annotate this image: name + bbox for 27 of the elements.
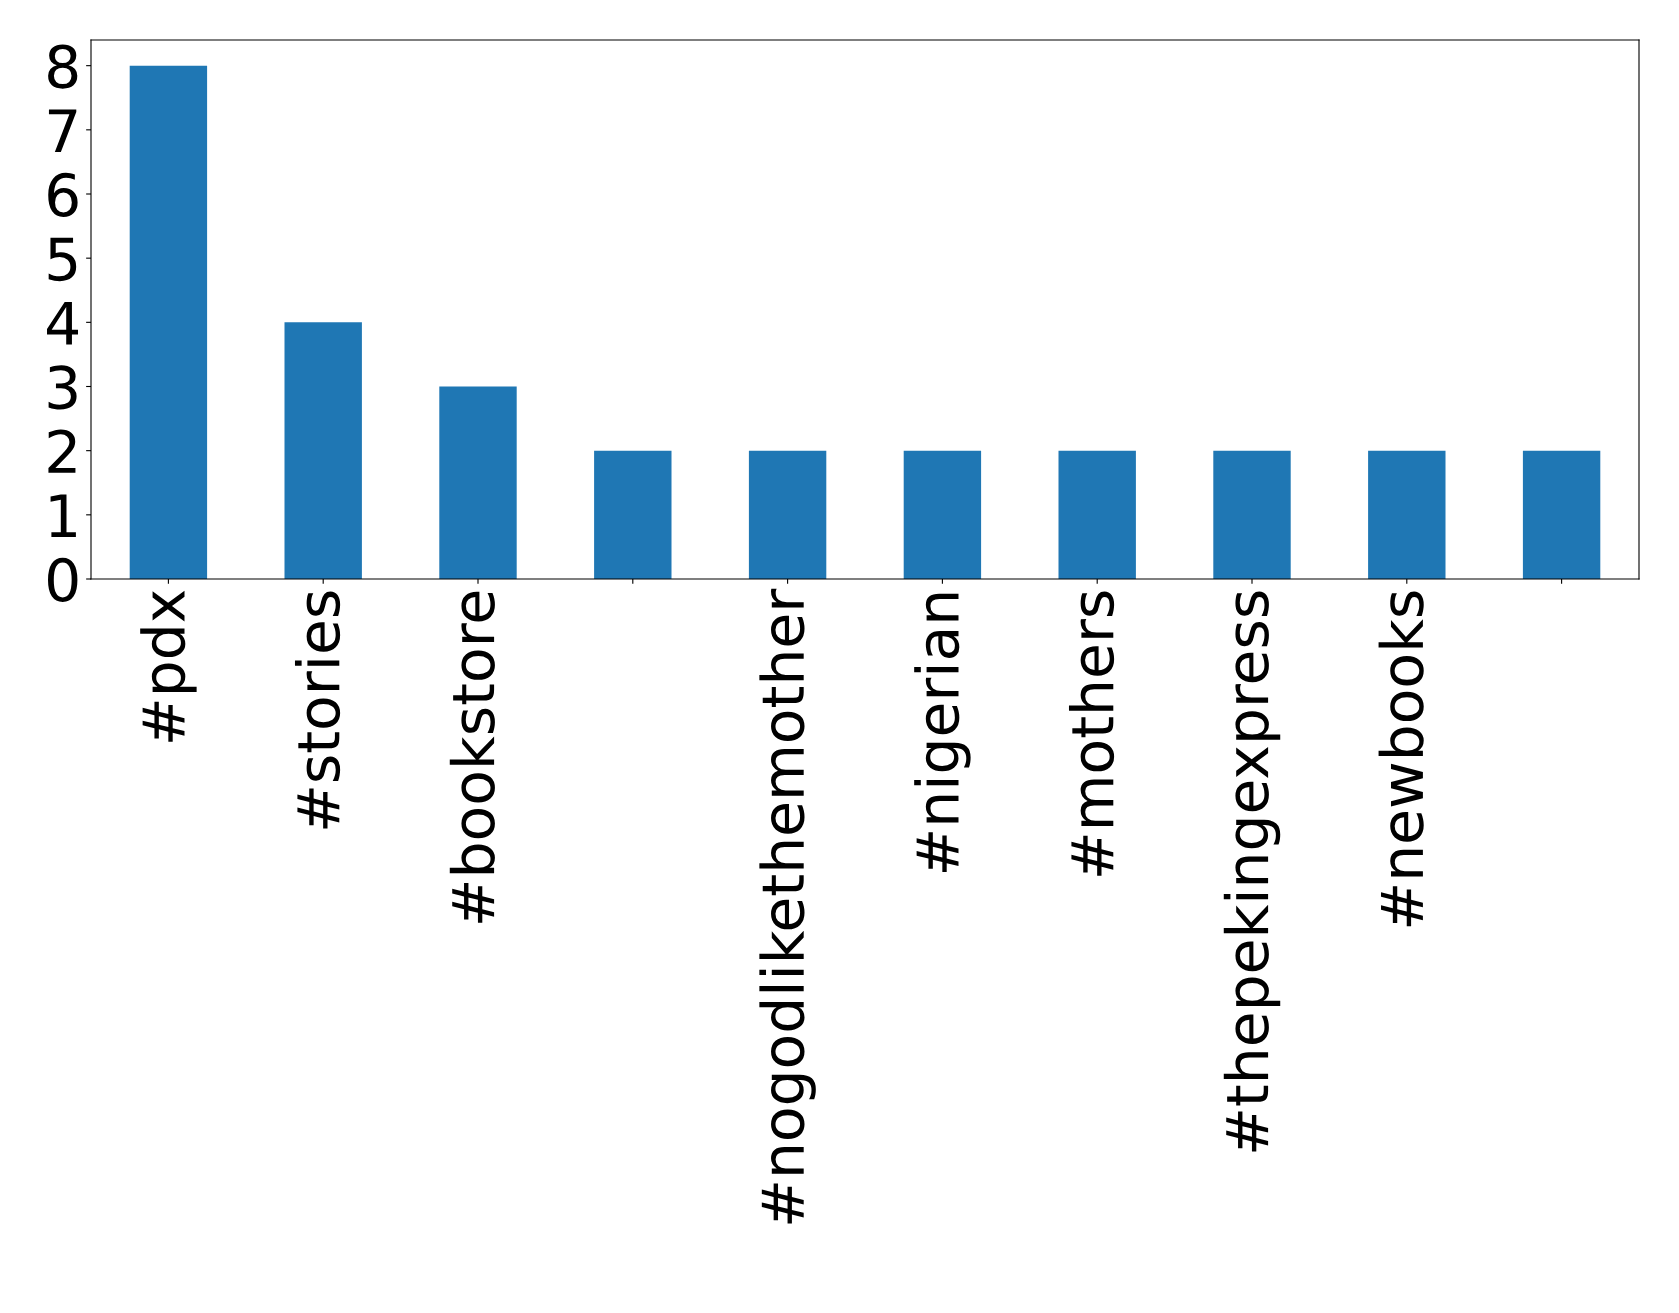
y-tick-label: 7 — [48, 109, 77, 152]
x-tick-label: #bookstore — [449, 591, 495, 923]
bar — [594, 450, 672, 579]
bar — [1213, 450, 1291, 579]
y-tick-label: 5 — [48, 237, 77, 282]
x-tick-label: #nogodlikethemother — [759, 588, 816, 1224]
bar — [1368, 450, 1446, 579]
x-tick-label: #thepekingexpress — [1223, 591, 1281, 1152]
y-tick-label: 4 — [47, 301, 79, 345]
y-tick-label: 1 — [50, 494, 76, 537]
x-tick-label: #nigerian — [914, 593, 971, 873]
y-tick-label: 2 — [48, 429, 76, 473]
x-tick-label: #pdx — [140, 590, 197, 742]
bar — [1522, 450, 1601, 579]
x-tick-label: #stories — [294, 591, 341, 829]
y-tick-label: 6 — [48, 172, 78, 217]
y-tick-label: 0 — [48, 557, 78, 602]
x-tick-label: #newbooks — [1378, 591, 1424, 927]
bar — [1058, 450, 1136, 579]
bar — [284, 322, 362, 579]
bar — [748, 450, 827, 579]
y-tick-label: 3 — [48, 365, 77, 410]
x-tick-label: #mothers — [1068, 591, 1115, 876]
bar — [439, 386, 517, 579]
y-tick-label: 8 — [48, 44, 78, 89]
bar — [903, 450, 982, 579]
bar — [129, 65, 208, 579]
